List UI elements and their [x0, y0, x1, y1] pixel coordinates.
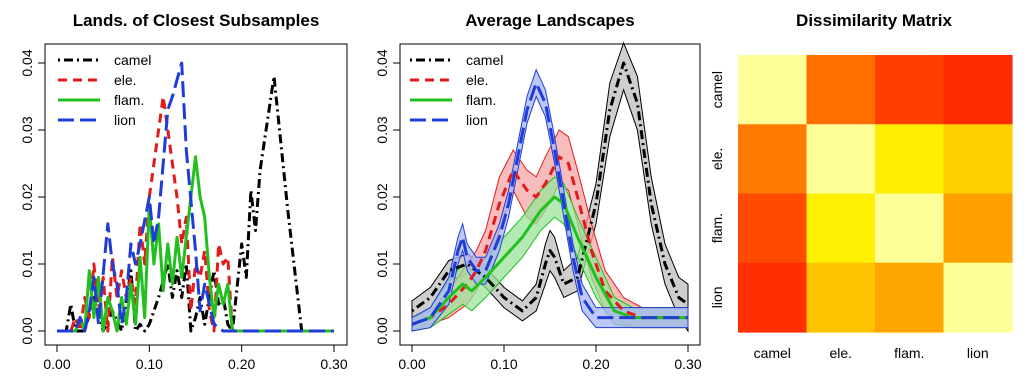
plot-frame-1	[44, 43, 348, 346]
y-tick-label: 0.00	[374, 317, 390, 344]
column-label: camel	[754, 345, 791, 361]
row-label: lion	[709, 286, 725, 308]
legend-label-camel: camel	[114, 52, 151, 68]
heatmap-cell	[738, 193, 808, 264]
plot-frame-2	[399, 43, 701, 346]
y-tick-label: 0.00	[19, 317, 35, 344]
legend-label-lion: lion	[466, 112, 488, 128]
chart-title-1: Lands. of Closest Subsamples	[73, 11, 320, 30]
y-tick-label: 0.04	[374, 49, 390, 76]
heatmap-cell	[738, 262, 808, 333]
x-tick-label: 0.20	[582, 356, 609, 372]
column-label: flam.	[894, 345, 924, 361]
legend-label-flam: flam.	[114, 92, 144, 108]
panel-closest-subsamples: Lands. of Closest Subsamples 0.00 0.10 0.2…	[19, 11, 348, 372]
x-tick-label: 0.30	[320, 356, 347, 372]
confidence-band-lion	[411, 68, 689, 332]
legend-label-lion: lion	[114, 112, 136, 128]
series-line-flam	[411, 195, 688, 326]
heatmap-cell	[875, 193, 945, 264]
x-tick-label: 0.10	[490, 356, 517, 372]
heatmap-cell	[943, 55, 1013, 125]
heatmap-cell	[875, 124, 945, 195]
legend-label-flam: flam.	[466, 92, 496, 108]
chart-title-3: Dissimilarity Matrix	[796, 11, 952, 30]
y-tick-label: 0.01	[19, 250, 35, 277]
panel-average-landscapes: Average Landscapes 0.00 0.10 0.20 0.30 0.00 0…	[374, 11, 702, 372]
heatmap-cell	[943, 193, 1013, 264]
column-label: ele.	[829, 345, 852, 361]
heatmap-cell	[806, 55, 876, 125]
y-tick-label: 0.03	[19, 116, 35, 143]
y-tick-label: 0.01	[374, 250, 390, 277]
chart-title-2: Average Landscapes	[465, 11, 634, 30]
y-tick-label: 0.02	[374, 183, 390, 210]
confidence-band-camel	[411, 41, 689, 333]
heatmap-cell	[875, 55, 945, 125]
x-tick-label: 0.00	[43, 356, 70, 372]
series-line-ele	[57, 95, 334, 333]
row-label: flam.	[709, 213, 725, 243]
y-tick-label: 0.04	[19, 49, 35, 76]
heatmap-cell	[738, 55, 808, 125]
panel-dissimilarity-matrix: Dissimilarity Matrix camel ele. flam. lion c…	[709, 11, 1013, 361]
row-label: camel	[709, 71, 725, 108]
x-tick-label: 0.10	[136, 356, 163, 372]
series-line-lion	[57, 61, 334, 333]
column-label: lion	[967, 345, 989, 361]
x-tick-label: 0.00	[398, 356, 425, 372]
legend-label-camel: camel	[466, 52, 503, 68]
heatmap-cell	[806, 262, 876, 333]
y-tick-label: 0.02	[19, 183, 35, 210]
series-line-ele	[411, 155, 688, 326]
legend-label-ele: ele.	[466, 72, 489, 88]
series-line-lion	[411, 81, 688, 326]
y-tick-label: 0.03	[374, 116, 390, 143]
heatmap-cell	[943, 262, 1013, 333]
heatmap-cell	[806, 193, 876, 264]
row-label: ele.	[709, 148, 725, 171]
heatmap-cell	[738, 124, 808, 195]
x-tick-label: 0.30	[674, 356, 701, 372]
x-tick-label: 0.20	[228, 356, 255, 372]
heatmap-cell	[806, 124, 876, 195]
heatmap-cell	[943, 124, 1013, 195]
legend-label-ele: ele.	[114, 72, 137, 88]
heatmap-cell	[875, 262, 945, 333]
